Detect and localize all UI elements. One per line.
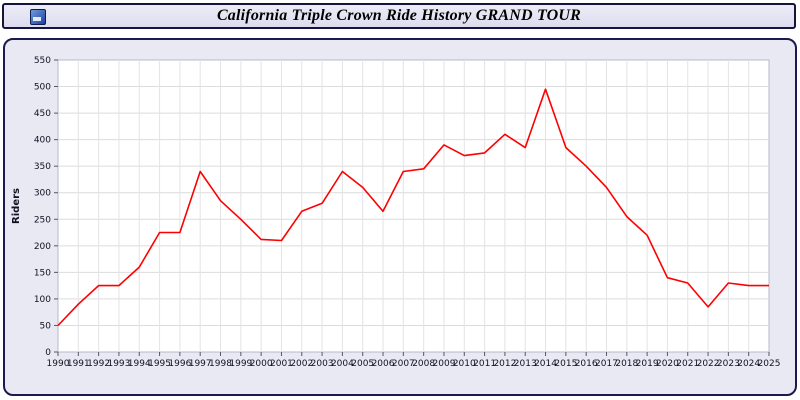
x-tick-label: 2000 bbox=[250, 359, 273, 369]
y-tick-label: 350 bbox=[34, 162, 51, 172]
x-tick-label: 1997 bbox=[189, 359, 212, 369]
x-tick-label: 2004 bbox=[331, 359, 354, 369]
y-tick-label: 250 bbox=[34, 215, 51, 225]
x-tick-label: 2013 bbox=[514, 359, 537, 369]
x-tick-label: 2005 bbox=[351, 359, 374, 369]
x-tick-label: 2006 bbox=[372, 359, 395, 369]
y-tick-label: 550 bbox=[34, 56, 51, 66]
x-tick-label: 1990 bbox=[47, 359, 70, 369]
x-tick-label: 1995 bbox=[148, 359, 171, 369]
x-tick-label: 2021 bbox=[676, 359, 699, 369]
riders-series-line bbox=[57, 88, 769, 327]
x-tick-label: 2016 bbox=[575, 359, 598, 369]
ride-history-line-chart: 0501001502002503003504004505005501990199… bbox=[11, 56, 781, 369]
plot-area bbox=[57, 59, 770, 353]
y-tick-label: 50 bbox=[40, 321, 52, 331]
x-tick-label: 2015 bbox=[554, 359, 577, 369]
x-tick-label: 2012 bbox=[493, 359, 516, 369]
x-tick-label: 2002 bbox=[290, 359, 313, 369]
x-tick-label: 2011 bbox=[473, 359, 496, 369]
x-tick-label: 2020 bbox=[656, 359, 679, 369]
x-tick-label: 1992 bbox=[87, 359, 110, 369]
y-tick-label: 400 bbox=[34, 136, 51, 146]
y-tick-label: 300 bbox=[34, 189, 51, 199]
chart-panel: 0 50 100 150 200 250 300 350 400 450 500 550 1990 199… bbox=[3, 38, 797, 396]
x-tick-label: 2009 bbox=[433, 359, 456, 369]
x-tick-label: 2008 bbox=[412, 359, 435, 369]
page-title: California Triple Crown Ride History GRA… bbox=[216, 7, 582, 24]
x-tick-label: 2017 bbox=[595, 359, 618, 369]
x-tick-label: 2024 bbox=[737, 359, 760, 369]
x-tick-label: 1994 bbox=[128, 359, 151, 369]
x-tick-label: 2025 bbox=[758, 359, 781, 369]
x-tick-label: 2023 bbox=[717, 359, 740, 369]
x-tick-label: 2007 bbox=[392, 359, 415, 369]
y-axis-label: Riders bbox=[11, 188, 22, 224]
x-tick-label: 2014 bbox=[534, 359, 557, 369]
y-tick-label: 450 bbox=[34, 109, 51, 119]
y-tick-label: 150 bbox=[34, 268, 51, 278]
y-tick-label: 100 bbox=[34, 295, 51, 305]
x-tick-label: 2003 bbox=[311, 359, 334, 369]
x-tick-label: 2022 bbox=[697, 359, 720, 369]
y-tick-label: 500 bbox=[34, 83, 51, 93]
x-tick-label: 1999 bbox=[229, 359, 252, 369]
x-tick-label: 2019 bbox=[636, 359, 659, 369]
window-titlebar: California Triple Crown Ride History GRA… bbox=[2, 3, 796, 29]
x-tick-label: 2018 bbox=[615, 359, 638, 369]
x-tick-label: 1991 bbox=[67, 359, 90, 369]
app-icon bbox=[30, 9, 46, 25]
x-tick-label: 1998 bbox=[209, 359, 232, 369]
x-tick-label: 2010 bbox=[453, 359, 476, 369]
x-tick-label: 1996 bbox=[168, 359, 191, 369]
x-tick-label: 2001 bbox=[270, 359, 293, 369]
x-tick-label: 1993 bbox=[107, 359, 130, 369]
y-tick-label: 200 bbox=[34, 242, 51, 252]
y-tick-label: 0 bbox=[45, 348, 51, 358]
